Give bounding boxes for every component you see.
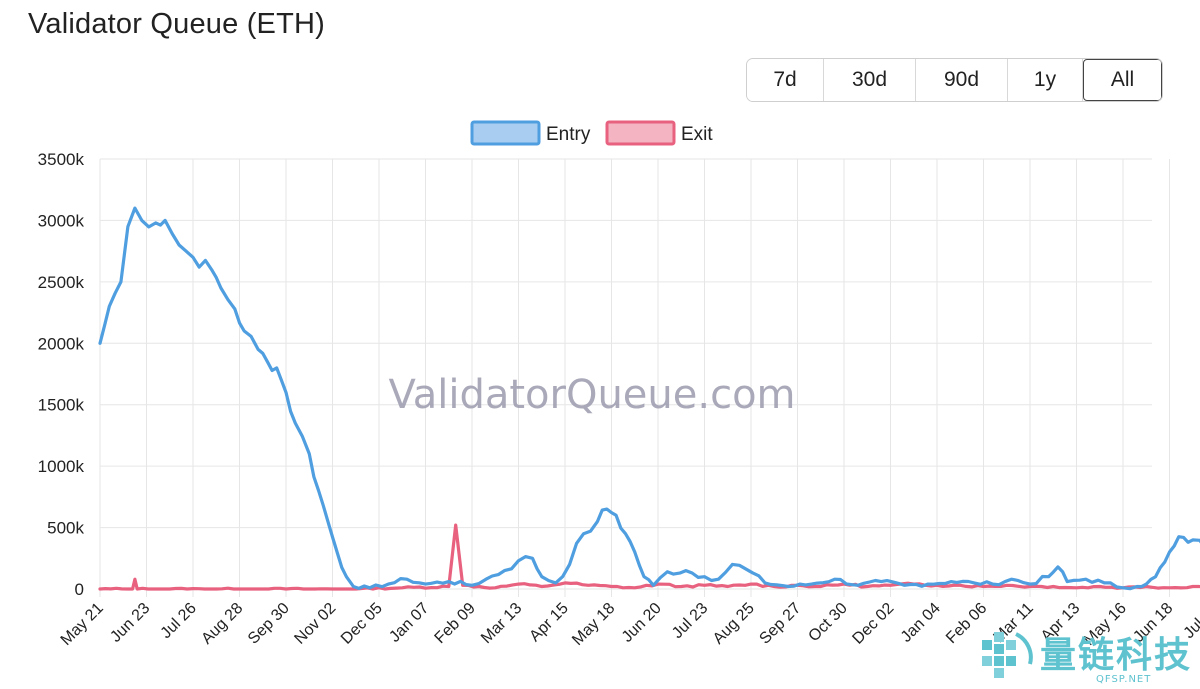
time-range-selector: 7d 30d 90d 1y All [746,58,1163,102]
brand-watermark-name: 量链科技 [1040,635,1193,676]
chart-legend: Entry Exit [470,120,713,146]
x-tick-label: Sep 30 [245,600,293,648]
x-tick-label: Apr 15 [526,600,571,645]
y-tick-label: 3500k [38,150,85,169]
x-tick-label: Dec 02 [849,600,897,648]
range-button-all[interactable]: All [1083,59,1162,101]
brand-logo-icon [982,632,1033,678]
x-tick-label: Mar 13 [478,600,525,647]
x-tick-label: Jul 26 [158,600,200,642]
chart-watermark: ValidatorQueue.com [388,372,795,418]
range-button-30d[interactable]: 30d [824,59,916,101]
x-tick-label: Jun 23 [107,600,153,646]
range-button-1y[interactable]: 1y [1008,59,1083,101]
x-tick-label: Feb 09 [432,600,479,647]
x-tick-label: Aug 28 [198,600,246,648]
x-tick-label: Nov 02 [291,600,339,648]
x-tick-label: May 18 [569,600,618,649]
page-title: Validator Queue (ETH) [28,8,326,40]
x-tick-label: Dec 05 [338,600,386,648]
series-line-entry [98,206,1200,591]
chart-series [98,206,1200,591]
y-tick-label: 500k [47,519,84,538]
y-tick-label: 2500k [38,273,85,292]
x-tick-label: Jun 20 [619,600,665,646]
x-tick-label: May 21 [58,600,107,649]
range-button-90d[interactable]: 90d [916,59,1008,101]
x-tick-label: Jul 23 [669,600,711,642]
x-tick-label: Jan 04 [898,600,944,646]
x-tick-label: Aug 25 [710,600,758,648]
y-tick-label: 2000k [38,334,85,353]
x-tick-label: Sep 27 [756,600,804,648]
legend-label-exit[interactable]: Exit [681,124,713,145]
x-tick-label: Jan 07 [386,600,432,646]
y-tick-label: 1500k [38,396,85,415]
legend-label-entry[interactable]: Entry [546,124,591,145]
y-tick-label: 0 [75,580,84,599]
x-tick-label: Oct 30 [805,600,850,645]
brand-watermark-url: QFSP.NET [1096,674,1152,685]
legend-swatch-entry[interactable] [470,120,541,146]
range-button-7d[interactable]: 7d [747,59,824,101]
y-tick-label: 1000k [38,457,85,476]
legend-swatch-exit[interactable] [605,120,676,146]
y-tick-label: 3000k [38,211,85,230]
series-line-exit [98,523,1200,591]
